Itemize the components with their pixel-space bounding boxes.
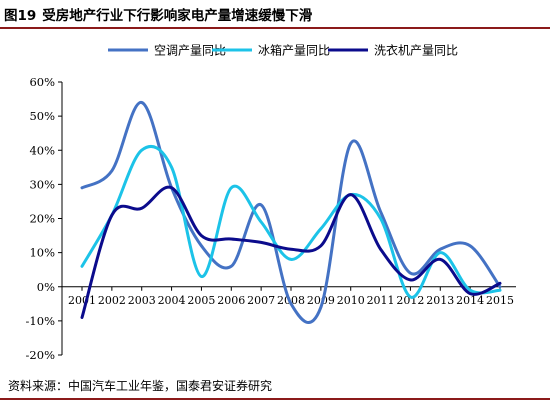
bottom-divider xyxy=(0,398,550,400)
legend-label-1: 空调产量同比 xyxy=(154,44,226,58)
x-axis: 2001 2002 2003 2004 2005 2006 2007 2008 2009 2010… xyxy=(62,286,516,307)
x-tick-label: 2010 xyxy=(337,294,365,307)
legend-label-3: 洗衣机产量同比 xyxy=(374,43,458,58)
x-tick-label: 2013 xyxy=(426,294,454,307)
series-line-3 xyxy=(80,185,502,319)
legend-label-2: 冰箱产量同比 xyxy=(258,43,330,58)
y-tick-label: 40% xyxy=(29,143,55,157)
y-tick-label: 0% xyxy=(37,280,55,294)
y-tick-label: -20% xyxy=(26,348,56,362)
line-chart: 空调产量同比 冰箱产量同比 洗衣机产量同比 -20% -10% 0% 10% 20% 30% 4… xyxy=(26,43,516,362)
y-tick-label: 30% xyxy=(29,177,55,191)
x-tick-label: 2001 xyxy=(68,294,96,307)
series-line-2 xyxy=(80,145,502,299)
x-tick-label: 2014 xyxy=(456,294,484,307)
series-line-1 xyxy=(80,101,502,324)
x-tick-label: 2004 xyxy=(158,294,186,307)
y-tick-label: 50% xyxy=(29,109,55,123)
source-note: 资料来源：中国汽车工业年鉴，国泰君安证券研究 xyxy=(8,379,273,393)
x-tick-label: 2008 xyxy=(277,294,305,307)
y-tick-label: 20% xyxy=(29,212,55,226)
x-tick-label: 2007 xyxy=(247,294,275,307)
chart-legend: 空调产量同比 冰箱产量同比 洗衣机产量同比 xyxy=(108,43,458,58)
x-tick-label: 2005 xyxy=(187,294,215,307)
series-lines xyxy=(80,101,502,324)
y-tick-label: 10% xyxy=(29,246,55,260)
x-tick-label: 2009 xyxy=(307,294,335,307)
figure-number: 图19 xyxy=(4,8,37,24)
figure-title: 图19 受房地产行业下行影响家电产量增速缓慢下滑 xyxy=(4,4,312,24)
x-tick-label: 2003 xyxy=(128,294,156,307)
x-tick-label: 2015 xyxy=(486,294,514,307)
x-tick-label: 2002 xyxy=(98,294,126,307)
x-tick-label: 2011 xyxy=(367,294,395,307)
y-tick-label: 60% xyxy=(29,75,55,89)
x-tick-label: 2012 xyxy=(396,294,424,307)
x-tick-label: 2006 xyxy=(217,294,245,307)
title-divider xyxy=(0,27,550,29)
y-tick-label: -10% xyxy=(26,314,56,328)
figure-caption: 受房地产行业下行影响家电产量增速缓慢下滑 xyxy=(42,8,313,24)
y-axis: -20% -10% 0% 10% 20% 30% 40% 50% 60% xyxy=(26,75,63,362)
